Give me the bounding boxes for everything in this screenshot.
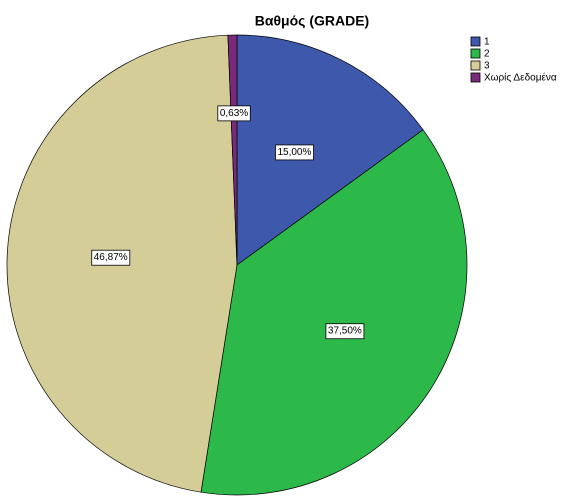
data-label-text: 15,00%	[277, 147, 311, 158]
data-label-box	[217, 105, 251, 122]
legend-swatch	[470, 72, 481, 83]
data-label-text: 37,50%	[328, 326, 362, 337]
data-label-text: 0,63%	[220, 108, 248, 119]
legend-label: 3	[484, 61, 490, 72]
legend-swatch	[470, 48, 481, 59]
data-label-box	[275, 144, 314, 161]
legend-label: 1	[484, 37, 490, 48]
data-label: 46,87%	[91, 249, 131, 266]
legend-swatch	[470, 36, 481, 47]
data-label-box	[91, 249, 131, 266]
data-label: 15,00%	[275, 144, 314, 161]
data-label: 0,63%	[217, 105, 251, 122]
legend-label: 2	[484, 49, 490, 60]
pie-slice	[236, 34, 424, 266]
legend-label: Χωρίς Δεδομένα	[484, 72, 557, 84]
data-label-text: 46,87%	[94, 252, 128, 263]
pie-slice	[227, 34, 238, 266]
pie-slice	[200, 129, 468, 496]
legend-swatch	[470, 60, 481, 71]
data-label-box	[325, 323, 365, 340]
chart-title: Βαθμός (GRADE)	[255, 13, 369, 29]
data-label: 37,50%	[325, 323, 365, 340]
